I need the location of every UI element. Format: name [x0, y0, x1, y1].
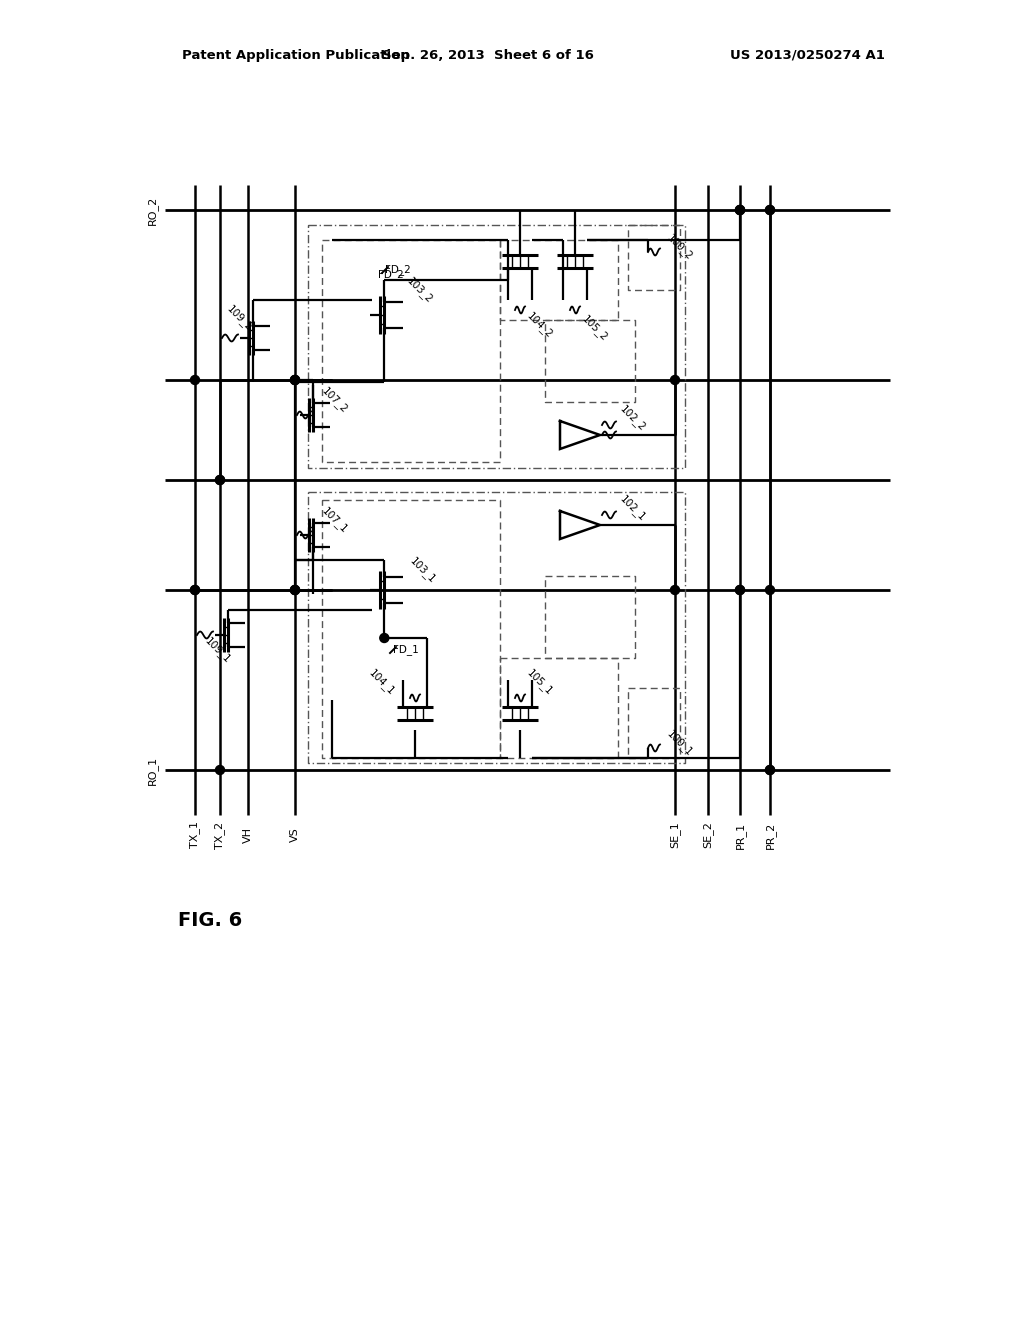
Text: 105_1: 105_1	[525, 667, 555, 697]
Circle shape	[671, 586, 680, 594]
Text: VS: VS	[290, 828, 300, 842]
Text: 107_2: 107_2	[319, 385, 350, 414]
Text: Sep. 26, 2013  Sheet 6 of 16: Sep. 26, 2013 Sheet 6 of 16	[382, 49, 594, 62]
Circle shape	[766, 206, 774, 214]
Text: VH: VH	[243, 828, 253, 843]
Text: 105_2: 105_2	[580, 313, 610, 343]
Text: SE_1: SE_1	[670, 821, 681, 849]
Circle shape	[766, 586, 774, 594]
Circle shape	[766, 206, 774, 214]
Text: 109_2: 109_2	[225, 304, 255, 333]
Text: TX_1: TX_1	[189, 821, 201, 849]
Text: FIG. 6: FIG. 6	[178, 911, 243, 929]
Text: 103_1: 103_1	[408, 554, 438, 585]
Text: 109_1: 109_1	[203, 635, 233, 665]
Circle shape	[190, 586, 200, 594]
Circle shape	[735, 206, 744, 214]
Text: TX_2: TX_2	[215, 821, 225, 849]
Text: FD_2: FD_2	[378, 269, 403, 280]
Text: 102_1: 102_1	[618, 492, 648, 523]
Circle shape	[291, 375, 299, 384]
Circle shape	[291, 586, 299, 594]
Text: 102_2: 102_2	[618, 403, 648, 433]
Circle shape	[291, 586, 299, 594]
Text: PR_1: PR_1	[734, 821, 745, 849]
Circle shape	[380, 634, 389, 643]
Text: FD_2: FD_2	[385, 264, 411, 276]
Circle shape	[215, 475, 224, 484]
Circle shape	[735, 206, 744, 214]
Circle shape	[190, 375, 200, 384]
Circle shape	[766, 766, 774, 775]
Circle shape	[735, 586, 744, 594]
Circle shape	[766, 766, 774, 775]
Text: FD_1: FD_1	[393, 644, 419, 656]
Text: 104_1: 104_1	[367, 667, 397, 697]
Circle shape	[735, 586, 744, 594]
Circle shape	[215, 766, 224, 775]
Text: 107_1: 107_1	[319, 506, 350, 535]
Text: Patent Application Publication: Patent Application Publication	[182, 49, 410, 62]
Circle shape	[735, 206, 744, 214]
Text: 100_1: 100_1	[665, 729, 695, 758]
Text: 104_2: 104_2	[525, 310, 555, 341]
Circle shape	[671, 375, 680, 384]
Text: 100_2: 100_2	[665, 232, 695, 261]
Text: RO_1: RO_1	[146, 755, 158, 784]
Circle shape	[291, 375, 299, 384]
Circle shape	[190, 586, 200, 594]
Circle shape	[291, 375, 299, 384]
Text: RO_2: RO_2	[146, 195, 158, 224]
Text: SE_2: SE_2	[702, 821, 714, 849]
Circle shape	[291, 586, 299, 594]
Text: PR_2: PR_2	[765, 821, 775, 849]
Circle shape	[215, 475, 224, 484]
Text: US 2013/0250274 A1: US 2013/0250274 A1	[730, 49, 885, 62]
Text: 103_2: 103_2	[406, 275, 435, 305]
